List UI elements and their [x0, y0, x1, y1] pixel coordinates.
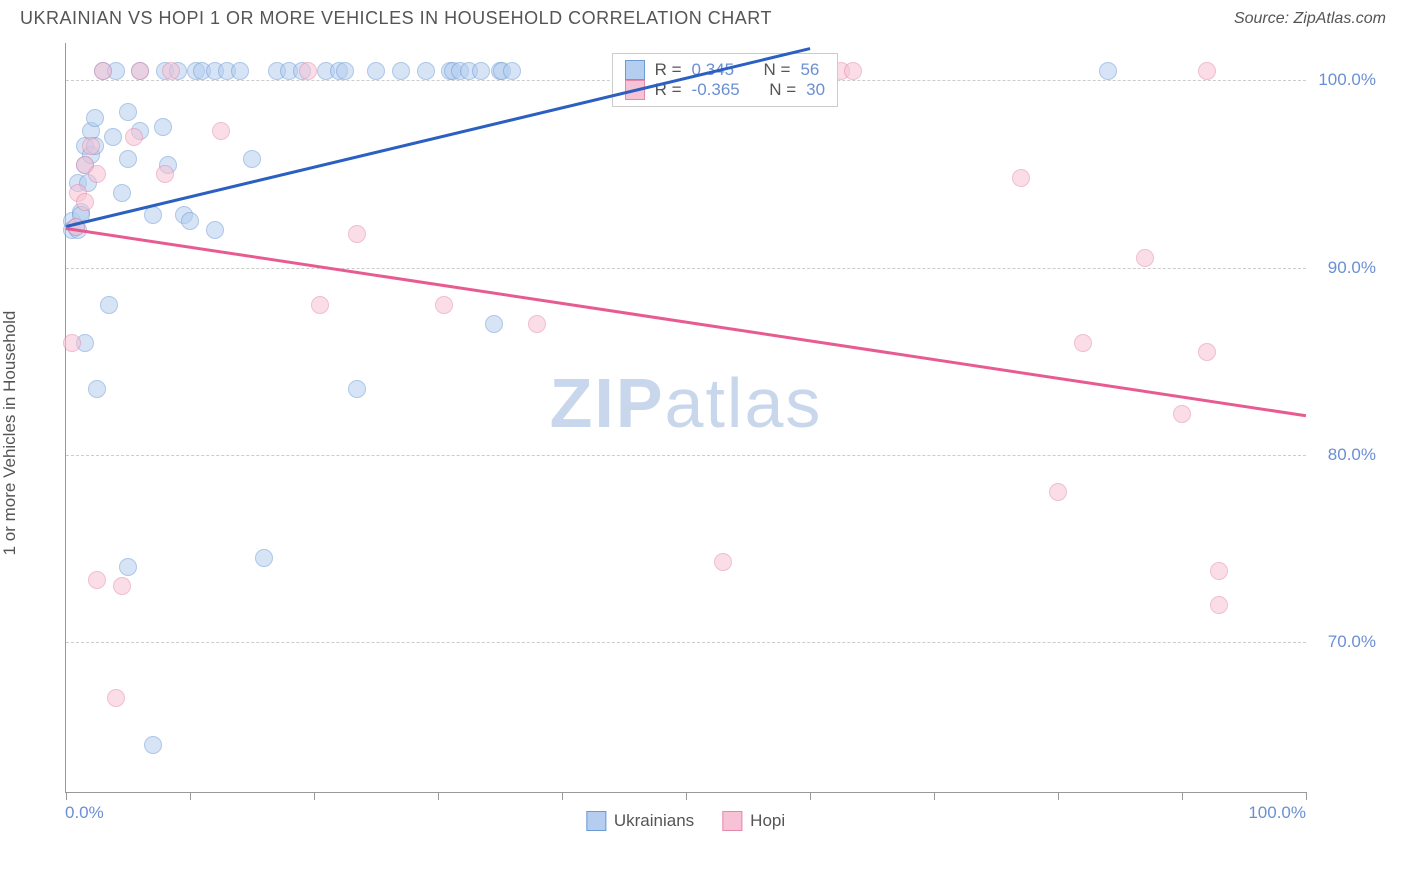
y-tick-label: 80.0% — [1316, 445, 1376, 465]
scatter-point — [119, 103, 137, 121]
n-label: N = — [764, 60, 791, 80]
y-tick-label: 70.0% — [1316, 632, 1376, 652]
scatter-point — [336, 62, 354, 80]
scatter-point — [88, 571, 106, 589]
y-tick-label: 90.0% — [1316, 258, 1376, 278]
y-axis-label: 1 or more Vehicles in Household — [0, 311, 20, 556]
chart-title: UKRAINIAN VS HOPI 1 OR MORE VEHICLES IN … — [20, 8, 772, 29]
scatter-point — [94, 62, 112, 80]
x-tick — [810, 792, 811, 800]
x-tick — [66, 792, 67, 800]
x-tick — [314, 792, 315, 800]
legend-entry-hopi: Hopi — [722, 811, 785, 831]
scatter-point — [1210, 562, 1228, 580]
scatter-point — [348, 380, 366, 398]
scatter-point — [119, 150, 137, 168]
r-value: -0.365 — [692, 80, 740, 100]
scatter-point — [472, 62, 490, 80]
n-value: 56 — [800, 60, 819, 80]
grid-line — [66, 268, 1306, 269]
x-tick — [1182, 792, 1183, 800]
scatter-point — [243, 150, 261, 168]
scatter-point — [299, 62, 317, 80]
stats-swatch — [625, 60, 645, 80]
trend-line — [66, 227, 1306, 417]
scatter-point — [844, 62, 862, 80]
scatter-point — [1198, 343, 1216, 361]
scatter-point — [63, 334, 81, 352]
watermark-text: ZIPatlas — [550, 363, 823, 443]
x-tick — [562, 792, 563, 800]
scatter-point — [212, 122, 230, 140]
scatter-point — [1136, 249, 1154, 267]
legend-swatch-hopi — [722, 811, 742, 831]
scatter-point — [1173, 405, 1191, 423]
scatter-point — [367, 62, 385, 80]
scatter-point — [1012, 169, 1030, 187]
scatter-point — [1049, 483, 1067, 501]
chart-container: 1 or more Vehicles in Household ZIPatlas… — [20, 33, 1386, 833]
scatter-point — [348, 225, 366, 243]
scatter-point — [485, 315, 503, 333]
x-tick — [190, 792, 191, 800]
scatter-point — [88, 165, 106, 183]
chart-header: UKRAINIAN VS HOPI 1 OR MORE VEHICLES IN … — [0, 0, 1406, 33]
scatter-point — [231, 62, 249, 80]
stats-box: R =0.345 N =56R =-0.365 N =30 — [612, 53, 838, 107]
scatter-point — [76, 193, 94, 211]
scatter-point — [503, 62, 521, 80]
scatter-point — [144, 736, 162, 754]
x-max-label: 100.0% — [1248, 803, 1306, 823]
scatter-point — [1210, 596, 1228, 614]
n-label: N = — [769, 80, 796, 100]
bottom-legend: Ukrainians Hopi — [586, 811, 785, 831]
scatter-point — [131, 62, 149, 80]
scatter-point — [181, 212, 199, 230]
scatter-point — [113, 184, 131, 202]
scatter-point — [1198, 62, 1216, 80]
scatter-point — [435, 296, 453, 314]
scatter-point — [206, 221, 224, 239]
scatter-point — [528, 315, 546, 333]
x-tick — [438, 792, 439, 800]
scatter-point — [1074, 334, 1092, 352]
scatter-point — [88, 380, 106, 398]
legend-label-ukrainians: Ukrainians — [614, 811, 694, 831]
grid-line — [66, 642, 1306, 643]
legend-label-hopi: Hopi — [750, 811, 785, 831]
scatter-point — [144, 206, 162, 224]
scatter-point — [86, 109, 104, 127]
n-value: 30 — [806, 80, 825, 100]
r-label: R = — [655, 60, 682, 80]
scatter-point — [255, 549, 273, 567]
legend-swatch-ukrainians — [586, 811, 606, 831]
plot-area: ZIPatlas 70.0%80.0%90.0%100.0%R =0.345 N… — [65, 43, 1306, 793]
scatter-point — [113, 577, 131, 595]
scatter-point — [100, 296, 118, 314]
x-min-label: 0.0% — [65, 803, 104, 823]
scatter-point — [125, 128, 143, 146]
x-tick — [1058, 792, 1059, 800]
scatter-point — [714, 553, 732, 571]
scatter-point — [417, 62, 435, 80]
scatter-point — [156, 165, 174, 183]
scatter-point — [311, 296, 329, 314]
scatter-point — [1099, 62, 1117, 80]
x-tick — [934, 792, 935, 800]
scatter-point — [82, 137, 100, 155]
x-tick — [686, 792, 687, 800]
y-tick-label: 100.0% — [1316, 70, 1376, 90]
legend-entry-ukrainians: Ukrainians — [586, 811, 694, 831]
grid-line — [66, 455, 1306, 456]
scatter-point — [104, 128, 122, 146]
scatter-point — [119, 558, 137, 576]
scatter-point — [154, 118, 172, 136]
scatter-point — [162, 62, 180, 80]
x-axis-labels: 0.0% 100.0% Ukrainians Hopi — [65, 803, 1306, 833]
x-tick — [1306, 792, 1307, 800]
scatter-point — [107, 689, 125, 707]
scatter-point — [392, 62, 410, 80]
source-attribution: Source: ZipAtlas.com — [1234, 10, 1386, 28]
